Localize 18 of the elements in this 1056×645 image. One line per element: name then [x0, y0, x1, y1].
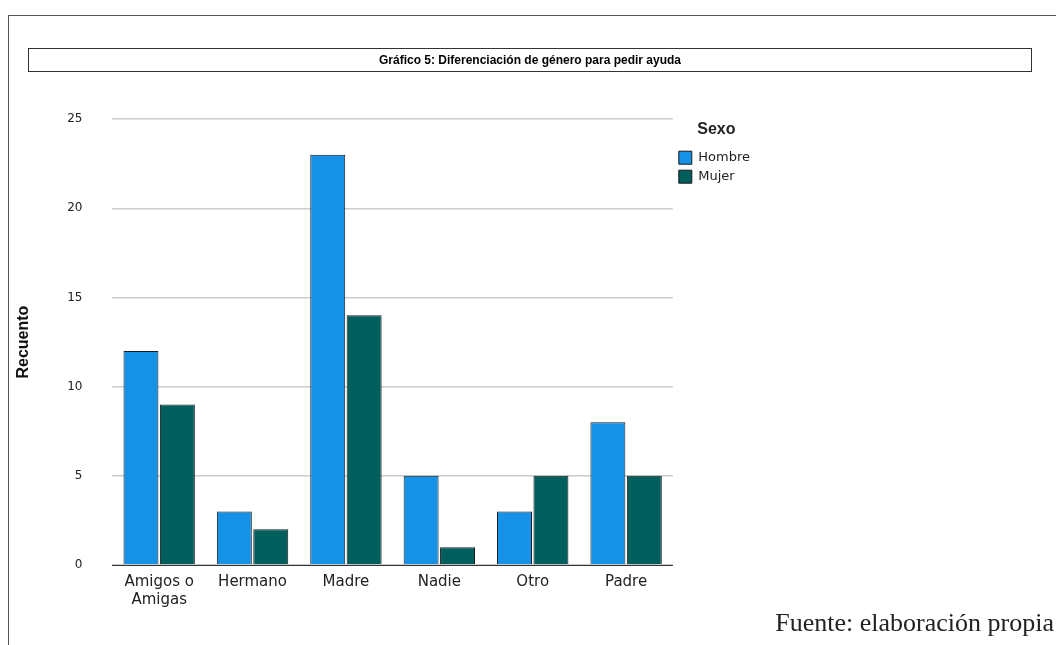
- x-tick-label: Hermano: [218, 571, 287, 590]
- y-axis-title: Recuento: [14, 305, 32, 379]
- legend-label: Mujer: [698, 168, 736, 184]
- x-tick-label: Amigos o Amigas: [124, 571, 194, 608]
- legend-label: Hombre: [698, 149, 750, 165]
- y-tick-label: 25: [67, 111, 83, 126]
- x-tick-label: Nadie: [417, 571, 461, 590]
- y-tick-label: 20: [67, 200, 83, 215]
- y-tick-label: 10: [67, 378, 83, 393]
- y-tick-label: 0: [74, 557, 83, 572]
- y-tick-label: 5: [74, 467, 83, 482]
- chart-title: Gráfico 5: Diferenciación de género para pedir ayuda: [28, 48, 1032, 72]
- legend-title: Sexo: [697, 120, 736, 138]
- x-tick-label: Otro: [516, 571, 550, 590]
- x-tick-label: Madre: [322, 571, 370, 590]
- source-note: Fuente: elaboración propia: [775, 608, 1054, 638]
- x-tick-label: Padre: [605, 571, 648, 590]
- y-tick-label: 15: [67, 289, 83, 304]
